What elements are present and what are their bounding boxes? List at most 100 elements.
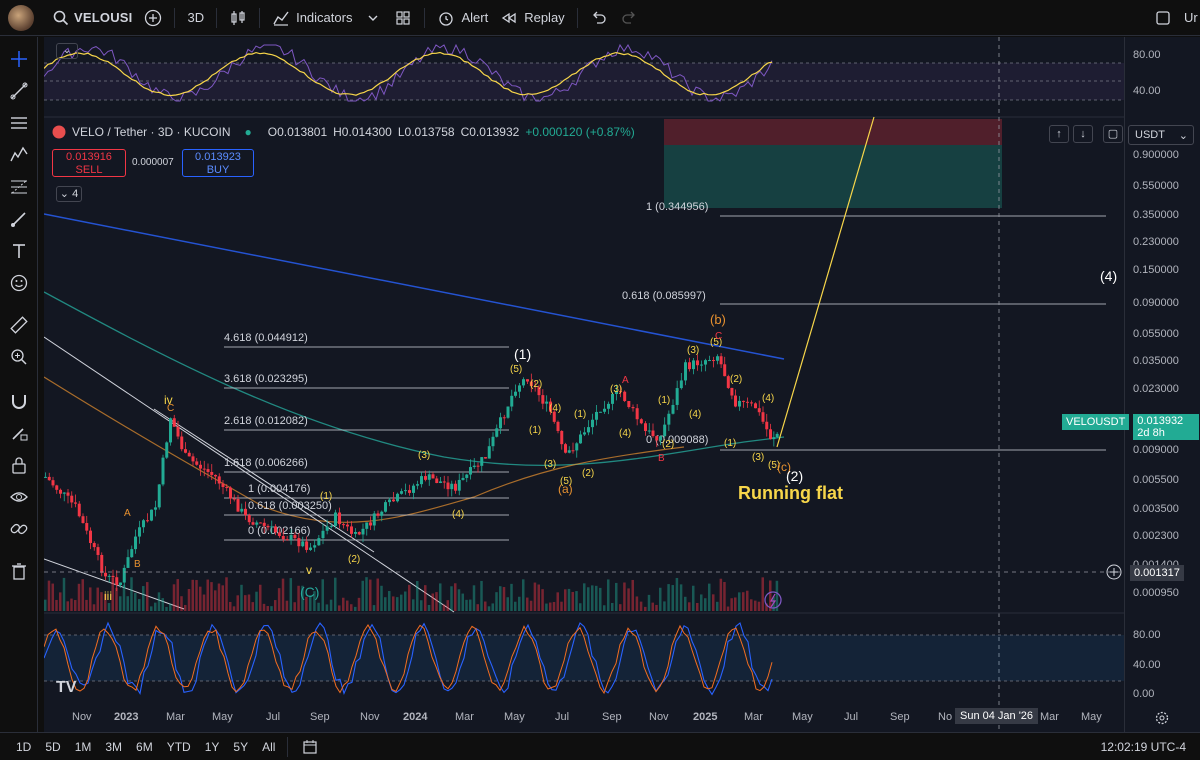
- candle-body: [408, 490, 411, 493]
- elliott-wave-icon[interactable]: [9, 145, 29, 165]
- indicators-dropdown[interactable]: [358, 5, 388, 31]
- replay-button[interactable]: Replay: [494, 5, 570, 31]
- range-ytd[interactable]: YTD: [166, 739, 191, 754]
- volume-bar: [416, 581, 419, 611]
- candle-body: [321, 530, 325, 539]
- clock-timezone[interactable]: 12:02:19 UTC-4: [1100, 739, 1186, 754]
- volume-bar: [404, 591, 407, 611]
- chart-type-button[interactable]: [223, 5, 253, 31]
- fib-extension[interactable]: 4.618 (0.044912) 3.618 (0.023295) 2.618 …: [224, 332, 509, 541]
- fib-target[interactable]: 1 (0.344956) 0.618 (0.085997) 0 (0.00908…: [622, 201, 1106, 451]
- volume-bar: [221, 585, 224, 611]
- time-tick: Sep: [310, 711, 330, 723]
- running-flat-annotation[interactable]: Running flat: [738, 483, 843, 503]
- volume-bar: [567, 588, 571, 611]
- price-scale[interactable]: 80.00 40.00 0.900000 0.550000 0.350000 0…: [1124, 37, 1200, 732]
- link-icon[interactable]: [9, 519, 29, 539]
- ruler-icon[interactable]: [9, 315, 29, 335]
- undo-button[interactable]: [584, 5, 614, 31]
- move-up-button[interactable]: ↑: [1049, 125, 1069, 143]
- move-down-button[interactable]: ↓: [1073, 125, 1093, 143]
- layouts-button[interactable]: [388, 5, 418, 31]
- timeframe-button[interactable]: 3D: [187, 10, 205, 25]
- alert-button[interactable]: Alert: [431, 5, 494, 31]
- top-toolbar: VELOUSI 3D Indicators Alert Replay Ur: [0, 0, 1200, 36]
- candle-body: [545, 401, 549, 404]
- volume-bar: [217, 583, 221, 611]
- maximize-pane-button[interactable]: ▢: [1103, 125, 1123, 143]
- trash-icon[interactable]: [9, 561, 29, 581]
- fullscreen-button[interactable]: [1148, 5, 1178, 31]
- user-avatar[interactable]: [8, 4, 34, 31]
- candle-body: [206, 469, 210, 472]
- brush-icon[interactable]: [9, 209, 29, 229]
- candle-body: [388, 499, 391, 503]
- wave-label: C: [715, 331, 722, 342]
- volume-bar: [161, 598, 164, 611]
- range-1y[interactable]: 1Y: [204, 739, 220, 754]
- user-menu-label[interactable]: Ur: [1184, 10, 1198, 25]
- range-5y[interactable]: 5Y: [233, 739, 249, 754]
- currency-select[interactable]: USDT ⌄: [1128, 125, 1194, 145]
- range-3m[interactable]: 3M: [105, 739, 123, 754]
- range-6m[interactable]: 6M: [136, 739, 153, 754]
- stop-loss-zone[interactable]: [664, 119, 1002, 145]
- settings-gear-icon[interactable]: [1154, 710, 1170, 726]
- volume-bar: [89, 587, 92, 611]
- add-alert-icon[interactable]: [1106, 564, 1122, 580]
- redo-button[interactable]: [614, 5, 644, 31]
- candle-body: [639, 419, 643, 424]
- candle-body: [297, 538, 301, 547]
- buy-button[interactable]: 0.013923 BUY: [182, 149, 254, 177]
- calendar-icon[interactable]: [302, 739, 318, 755]
- range-1m[interactable]: 1M: [74, 739, 92, 754]
- indicators-button[interactable]: Indicators: [266, 5, 358, 31]
- fib-retracement-icon[interactable]: [9, 177, 29, 197]
- zoom-in-icon[interactable]: [9, 347, 29, 367]
- time-axis[interactable]: Nov 2023 Mar May Jul Sep Nov 2024 Mar Ma…: [44, 706, 1124, 732]
- volume-bar: [376, 578, 379, 611]
- candle-body: [465, 474, 469, 478]
- candle-body: [480, 457, 484, 466]
- magnet-icon[interactable]: [9, 391, 29, 411]
- symbol-description[interactable]: VELO / Tether · 3D · KUCOIN: [72, 125, 231, 139]
- projection-line[interactable]: [776, 116, 875, 448]
- compare-symbol-button[interactable]: [138, 5, 168, 31]
- chart-pane[interactable]: 4.618 (0.044912) 3.618 (0.023295) 2.618 …: [44, 37, 1124, 732]
- range-5d[interactable]: 5D: [45, 739, 61, 754]
- price-chart-canvas[interactable]: 4.618 (0.044912) 3.618 (0.023295) 2.618 …: [44, 37, 1124, 732]
- volume-bar: [293, 602, 296, 611]
- indicator-count-button[interactable]: ⌄ 4: [56, 186, 82, 202]
- range-all[interactable]: All: [262, 739, 276, 754]
- profit-target-zone[interactable]: [664, 145, 1002, 208]
- candle-body: [754, 403, 757, 409]
- fib-level-label: 3.618 (0.023295): [224, 373, 308, 385]
- undo-icon: [592, 11, 606, 24]
- volume-bar: [126, 596, 129, 611]
- volume-bar: [679, 584, 683, 611]
- candle-body: [495, 428, 499, 437]
- text-tool-icon[interactable]: [9, 241, 29, 261]
- candlesticks: [44, 352, 779, 611]
- legend-collapse-button[interactable]: ⌄: [56, 43, 78, 59]
- candle-body: [372, 513, 376, 526]
- symbol-search[interactable]: VELOUSI: [46, 5, 138, 31]
- crosshair-icon[interactable]: [9, 49, 29, 69]
- candle-body: [346, 524, 349, 527]
- wave-label: B: [134, 559, 141, 570]
- lock-icon[interactable]: [9, 455, 29, 475]
- candle-body: [457, 479, 461, 491]
- lock-pencil-icon[interactable]: [9, 423, 29, 443]
- eye-icon[interactable]: [9, 487, 29, 507]
- candle-body: [684, 362, 687, 381]
- horizontal-lines-icon[interactable]: [9, 113, 29, 133]
- trend-line-icon[interactable]: [9, 81, 29, 101]
- range-1d[interactable]: 1D: [16, 739, 32, 754]
- sell-button[interactable]: 0.013916 SELL: [52, 149, 126, 177]
- lightning-icon[interactable]: [764, 591, 782, 609]
- volume-bar: [526, 597, 529, 611]
- emoji-icon[interactable]: [9, 273, 29, 293]
- volume-bar: [564, 589, 567, 611]
- wave-label: (2): [730, 374, 742, 385]
- scale-tick: 0.000950: [1133, 587, 1179, 599]
